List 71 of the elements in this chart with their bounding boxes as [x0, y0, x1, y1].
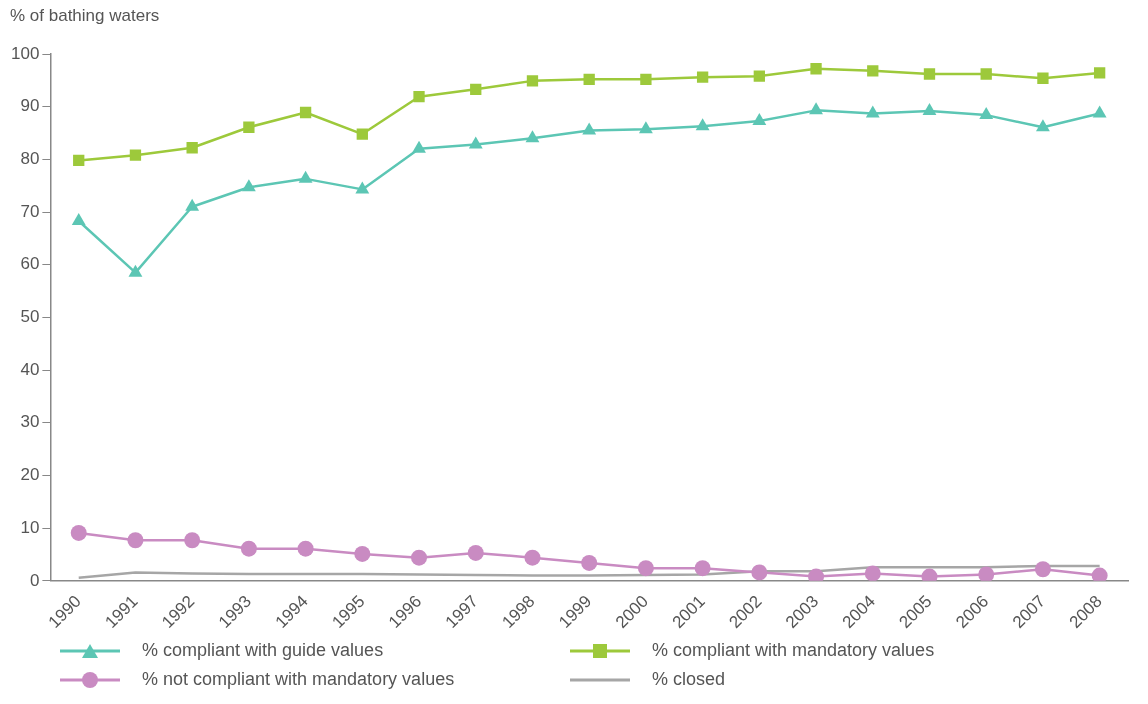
point: [1034, 561, 1051, 578]
y-tick-label: 40: [20, 359, 40, 379]
point: [241, 179, 256, 192]
point: [1093, 67, 1106, 79]
point: [696, 71, 709, 83]
y-axis-title: % of bathing waters: [10, 6, 160, 26]
legend-label: % closed: [652, 669, 726, 690]
point: [127, 532, 144, 549]
point: [243, 121, 255, 133]
y-tick-label: 90: [20, 96, 40, 116]
point: [583, 73, 595, 85]
legend-label: % compliant with guide values: [142, 640, 384, 661]
y-tick-label: 60: [20, 254, 40, 274]
y-tick-label: 80: [20, 149, 40, 169]
point: [413, 91, 425, 103]
point: [299, 106, 312, 119]
point: [1035, 119, 1050, 132]
point: [640, 73, 652, 85]
point: [637, 560, 654, 577]
point: [638, 121, 653, 134]
point: [1037, 72, 1049, 84]
y-tick-label: 70: [20, 201, 40, 221]
point: [70, 524, 87, 541]
point: [525, 130, 540, 143]
point: [526, 75, 539, 87]
y-tick-label: 10: [20, 517, 40, 537]
point: [867, 65, 879, 77]
legend-label: % compliant with mandatory values: [652, 640, 935, 661]
y-tick-label: 100: [10, 43, 40, 63]
point: [923, 68, 936, 80]
point: [864, 565, 881, 581]
y-tick-label: 50: [20, 307, 40, 327]
point: [470, 83, 482, 95]
point: [694, 560, 711, 577]
point: [71, 213, 86, 226]
point: [753, 70, 765, 82]
point: [185, 198, 200, 211]
point: [128, 264, 143, 277]
point: [468, 136, 483, 149]
point: [412, 140, 426, 153]
y-tick-label: 0: [29, 570, 40, 590]
point: [186, 142, 198, 154]
point: [751, 564, 768, 581]
point: [810, 63, 822, 75]
point: [980, 68, 992, 80]
point: [581, 554, 598, 571]
point: [240, 540, 257, 557]
point: [129, 149, 142, 161]
point: [978, 566, 995, 581]
point: [752, 112, 767, 125]
point: [355, 181, 370, 194]
point: [1092, 105, 1107, 118]
y-tick-label: 30: [20, 412, 40, 432]
point: [865, 105, 880, 118]
point: [922, 102, 937, 115]
point: [582, 122, 597, 135]
point: [354, 545, 371, 562]
point: [809, 102, 823, 115]
point: [298, 170, 313, 183]
point: [524, 549, 541, 566]
point: [467, 544, 484, 561]
point: [73, 154, 85, 167]
point: [411, 549, 428, 566]
y-tick-label: 20: [20, 465, 40, 485]
point: [979, 107, 994, 120]
point: [356, 128, 368, 140]
point: [695, 118, 710, 131]
point: [297, 540, 314, 557]
legend-label: % not compliant with mandatory values: [142, 669, 455, 690]
point: [184, 532, 201, 549]
point: [1091, 567, 1108, 581]
